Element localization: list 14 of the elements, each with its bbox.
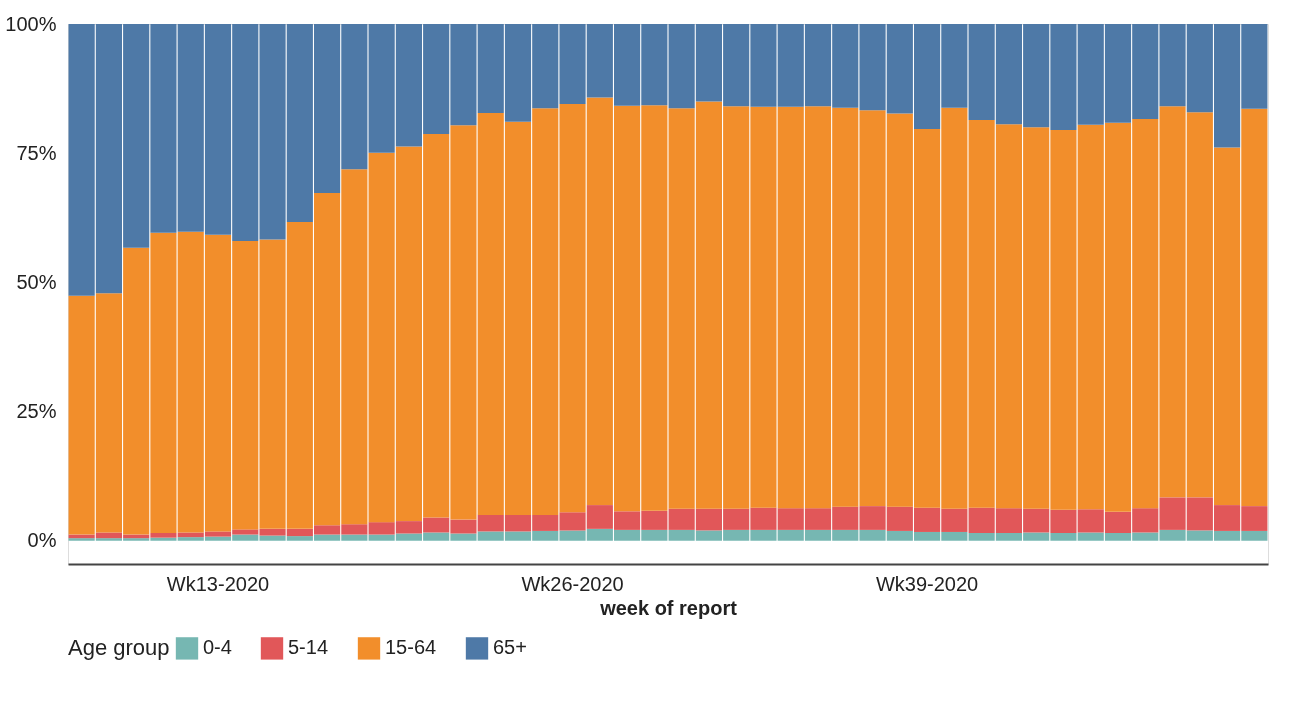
x-tick-label: Wk26-2020 bbox=[521, 572, 624, 595]
x-axis-title: week of report bbox=[599, 596, 738, 619]
x-tick-label: Wk39-2020 bbox=[875, 572, 979, 595]
y-tick-label: 0% bbox=[27, 529, 57, 552]
legend-title: Age group bbox=[68, 635, 170, 660]
x-tick-label: Wk13-2020 bbox=[166, 572, 270, 595]
y-tick-label: 100% bbox=[5, 12, 57, 35]
y-tick-label: 25% bbox=[16, 400, 57, 423]
y-tick-label: 75% bbox=[16, 141, 57, 164]
legend-label: 15-64 bbox=[385, 636, 437, 659]
legend-label: 5-14 bbox=[288, 636, 329, 659]
legend-label: 65+ bbox=[493, 636, 527, 659]
legend-label: 0-4 bbox=[203, 636, 232, 659]
y-tick-label: 50% bbox=[16, 270, 57, 293]
